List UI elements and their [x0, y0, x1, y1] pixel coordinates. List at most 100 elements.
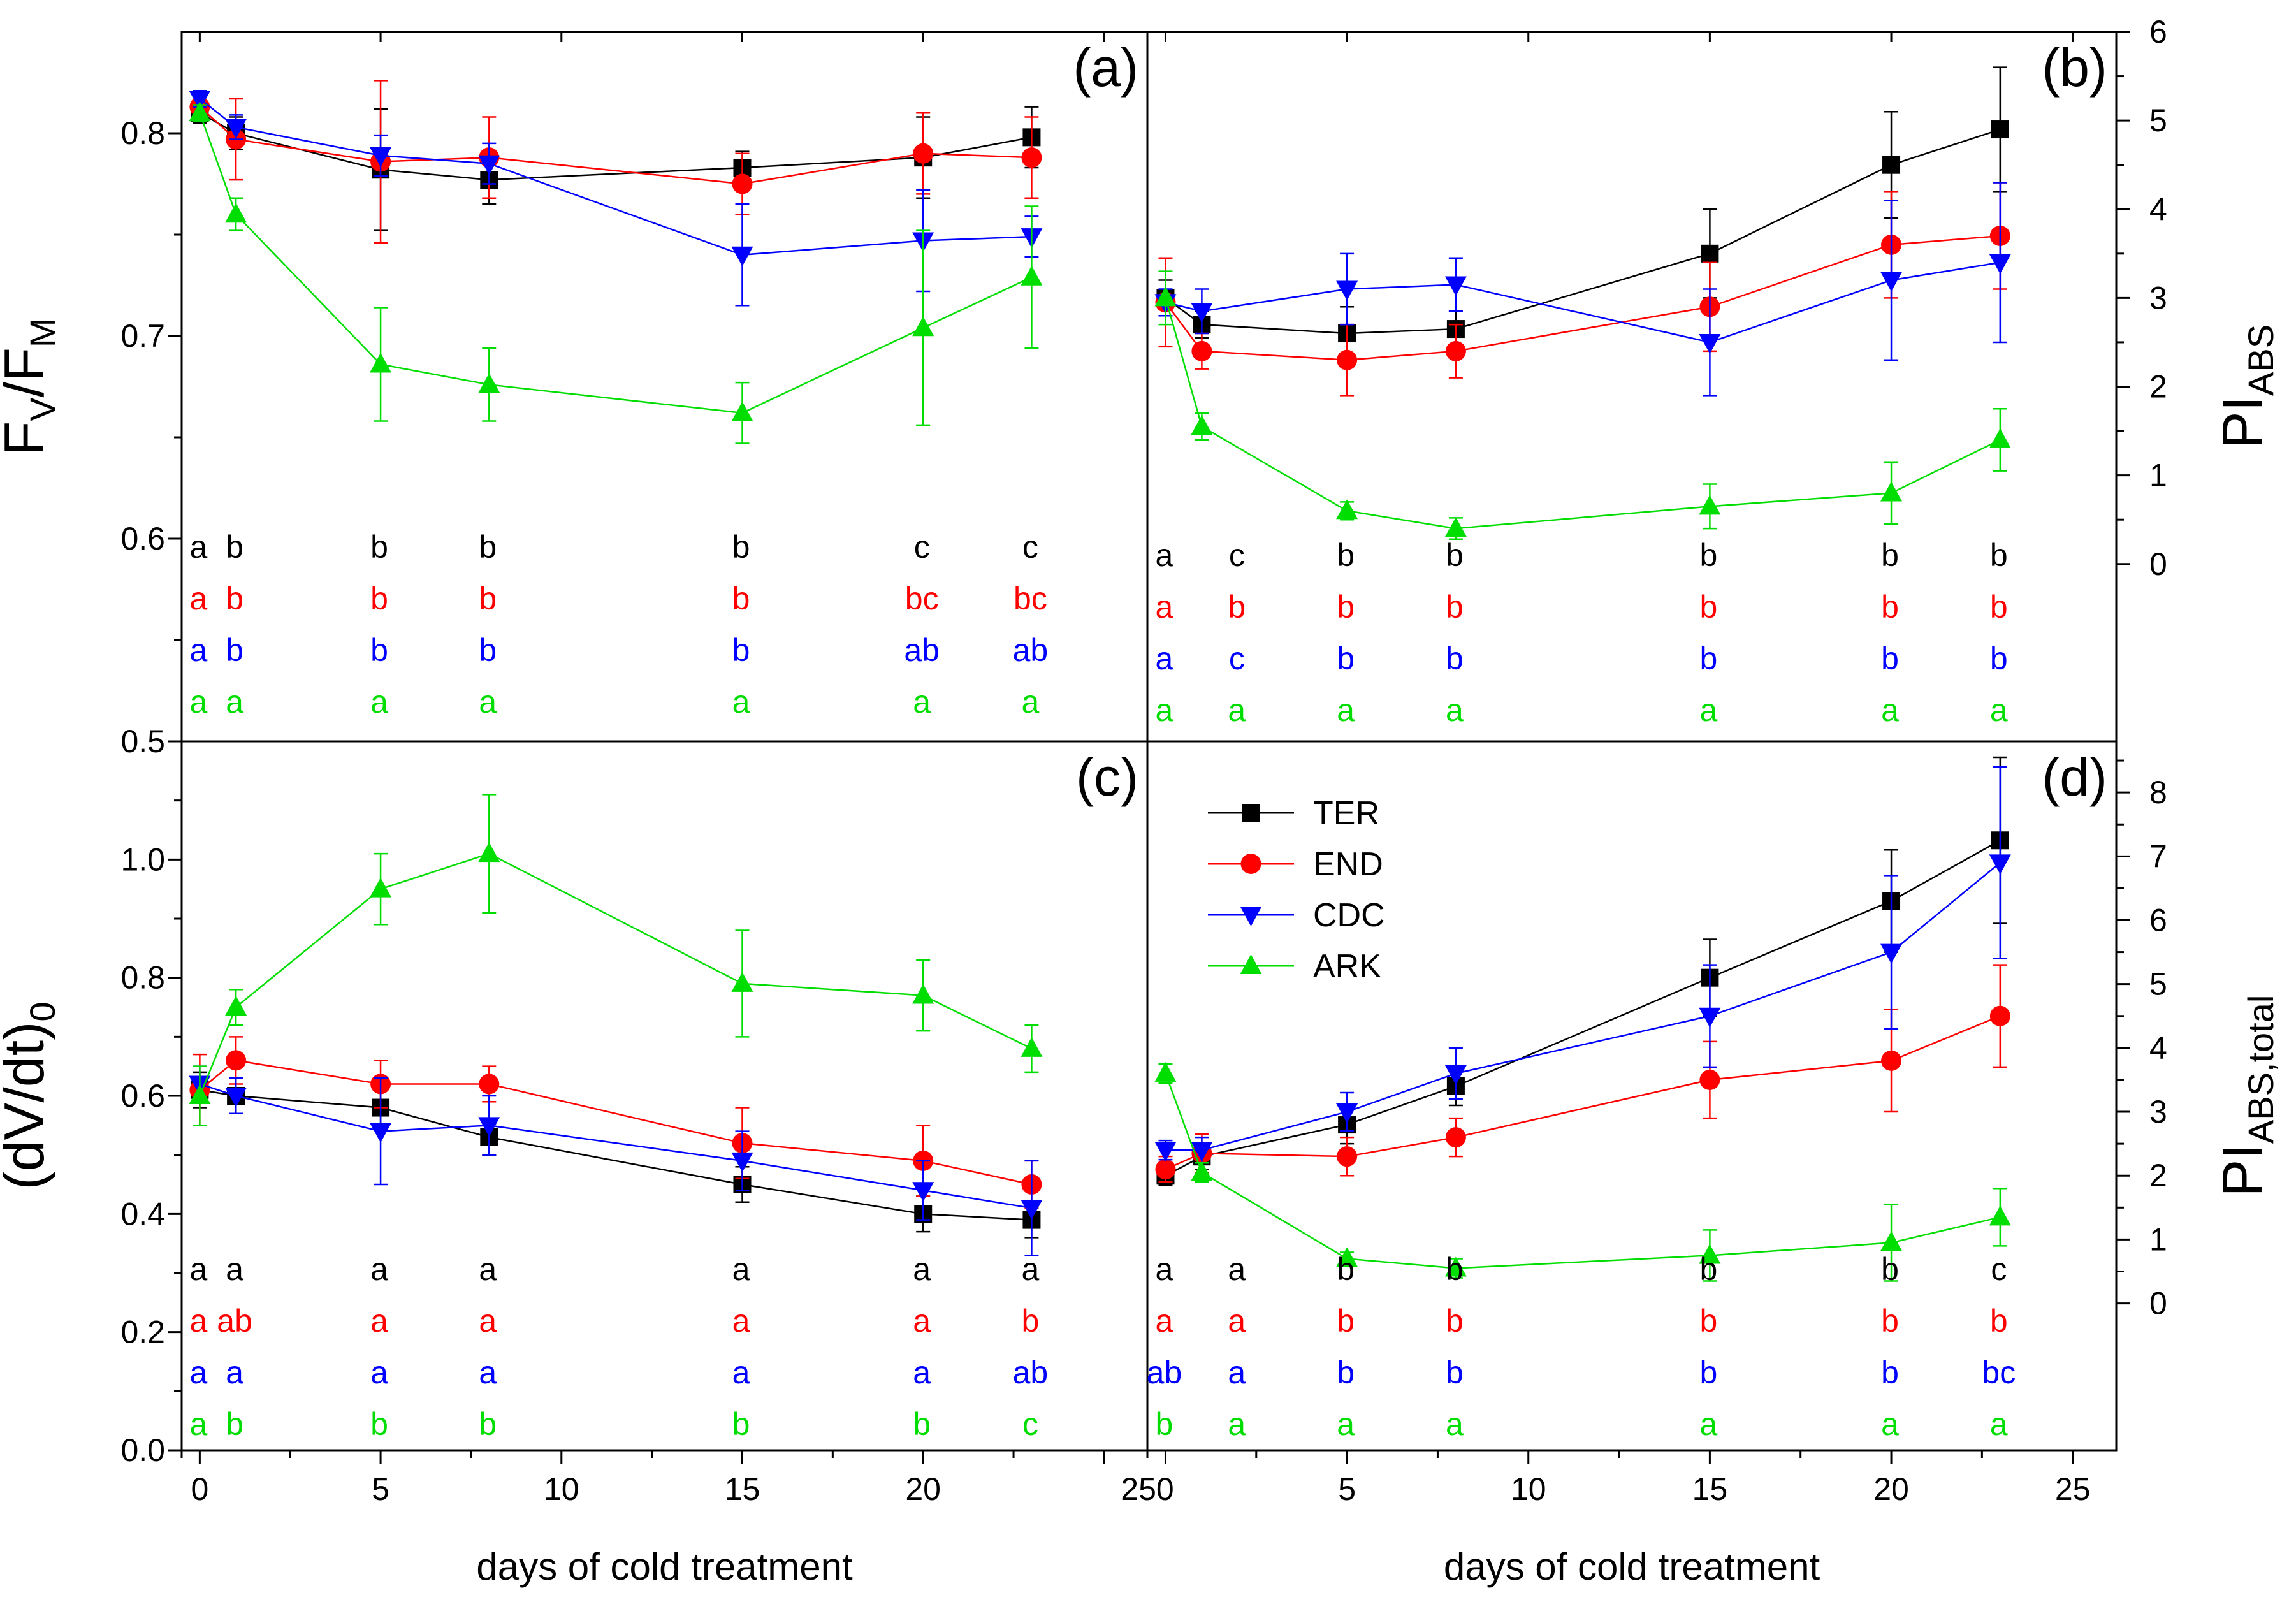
- significance-letter: a: [189, 1251, 207, 1287]
- data-marks: TER END CDC ARK: [189, 66, 2011, 1282]
- data-point-end: [1989, 1005, 2010, 1026]
- significance-letter: c: [1022, 1406, 1038, 1442]
- significance-letter: b: [226, 632, 243, 668]
- significance-letter: b: [1228, 589, 1246, 625]
- data-point-ark: [731, 972, 753, 992]
- significance-letter: a: [479, 1355, 497, 1390]
- panel-c: [189, 794, 1043, 1256]
- y-tick-label: 4: [2149, 191, 2167, 227]
- significance-letter: ab: [1013, 632, 1049, 668]
- significance-letter: b: [479, 632, 497, 668]
- x-tick-label: 10: [1511, 1471, 1546, 1507]
- y-axis-title-part: F: [0, 421, 55, 456]
- significance-letter: a: [1156, 1303, 1173, 1339]
- y-tick-label: 5: [2149, 966, 2167, 1002]
- data-point-ark: [478, 842, 500, 863]
- significance-letter: b: [479, 1406, 497, 1442]
- y-tick-label: 3: [2149, 1094, 2167, 1130]
- series-line-ter: [199, 112, 1032, 181]
- significance-letter: a: [1022, 684, 1040, 720]
- significance-letter: b: [479, 529, 497, 565]
- significance-letter: a: [479, 684, 497, 720]
- y-axis-title-part: PI: [2211, 1144, 2274, 1197]
- data-point-ter: [1701, 244, 1719, 263]
- data-point-ark: [731, 401, 753, 421]
- x-tick-label: 20: [905, 1471, 941, 1507]
- y-axis-title-part: PI: [2211, 396, 2274, 449]
- data-point-end: [1337, 1146, 1358, 1167]
- significance-letter: ab: [217, 1303, 252, 1339]
- data-point-cdc: [1191, 1142, 1213, 1162]
- data-point-end: [913, 143, 934, 164]
- significance-letter: a: [226, 1251, 243, 1287]
- significance-letter: a: [370, 1355, 388, 1390]
- significance-letter: a: [1699, 1406, 1717, 1442]
- y-tick-label: 8: [2149, 775, 2167, 810]
- panel-d: [1154, 756, 2011, 1282]
- y-axis-title-part: /F: [0, 347, 55, 397]
- y-tick-label: 0.5: [120, 724, 165, 759]
- y-tick-label: 0.6: [120, 1078, 165, 1114]
- significance-letter: b: [1699, 589, 1717, 625]
- data-point-cdc: [1699, 333, 1721, 354]
- data-point-cdc: [1444, 276, 1467, 296]
- significance-letter: a: [732, 1251, 750, 1287]
- data-point-ark: [1880, 481, 1903, 502]
- significance-letter: a: [189, 529, 207, 565]
- significance-letter: b: [1699, 1303, 1717, 1339]
- data-point-cdc: [478, 1117, 500, 1137]
- significance-letter: a: [1990, 1406, 2008, 1442]
- legend-marker-ter: [1242, 804, 1260, 822]
- significance-letter: a: [370, 684, 388, 720]
- significance-letter: b: [1446, 1251, 1464, 1287]
- legend-marker-ark: [1240, 954, 1262, 974]
- significance-letter: b: [1446, 537, 1464, 573]
- x-tick-label: 15: [725, 1471, 760, 1507]
- data-point-ark: [1336, 1247, 1358, 1267]
- significance-letter: b: [1990, 537, 2008, 573]
- plot-frames: [168, 31, 2130, 1464]
- significance-letter: a: [370, 1251, 388, 1287]
- data-point-ark: [1191, 415, 1213, 435]
- data-point-ark: [912, 316, 934, 337]
- significance-letter: a: [1022, 1251, 1040, 1287]
- panel-label: (d): [2042, 747, 2107, 807]
- data-point-end: [1021, 147, 1042, 168]
- significance-letter: bc: [1014, 581, 1047, 616]
- significance-letter: c: [1229, 537, 1245, 573]
- significance-letter: a: [1337, 692, 1355, 728]
- series-line-cdc: [1165, 862, 2001, 1151]
- significance-letter: b: [370, 1406, 388, 1442]
- significance-letter: a: [732, 1303, 750, 1339]
- significance-letter: a: [1990, 692, 2008, 728]
- significance-letter: a: [189, 684, 207, 720]
- y-tick-label: 2: [2149, 369, 2167, 405]
- significance-letter: b: [226, 581, 243, 616]
- legend-label-cdc: CDC: [1313, 897, 1385, 934]
- significance-letter: a: [1228, 1406, 1246, 1442]
- data-point-ter: [1991, 120, 2009, 139]
- significance-letter: a: [1228, 692, 1246, 728]
- y-tick-label: 0.2: [120, 1314, 165, 1350]
- significance-letter: b: [1446, 1303, 1464, 1339]
- x-tick-label: 10: [544, 1471, 579, 1507]
- data-point-cdc: [189, 90, 211, 110]
- significance-letter: a: [1156, 589, 1173, 625]
- data-point-ark: [1336, 499, 1358, 520]
- significance-letter: bc: [905, 581, 939, 616]
- y-axis-title-part: (dV/dt): [0, 1022, 55, 1190]
- significance-letter: ab: [904, 632, 940, 668]
- data-point-cdc: [225, 119, 247, 139]
- panel-b: [1154, 66, 2011, 541]
- y-axis-title: PIABS: [2211, 324, 2281, 449]
- data-point-cdc: [731, 1152, 753, 1172]
- data-point-ark: [1880, 1231, 1903, 1251]
- data-point-cdc: [731, 246, 753, 266]
- data-point-cdc: [1699, 1007, 1721, 1028]
- legend-label-ark: ARK: [1313, 948, 1381, 985]
- significance-letter: b: [913, 1406, 931, 1442]
- data-point-cdc: [1336, 1103, 1358, 1124]
- y-axis-title-part: M: [22, 318, 62, 348]
- data-point-ark: [478, 373, 500, 393]
- significance-letter: b: [370, 529, 388, 565]
